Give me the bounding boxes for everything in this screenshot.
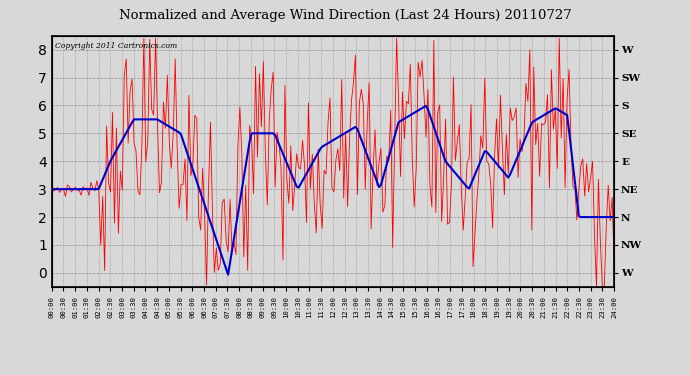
Text: Normalized and Average Wind Direction (Last 24 Hours) 20110727: Normalized and Average Wind Direction (L…: [119, 9, 571, 22]
Text: Copyright 2011 Cartronics.com: Copyright 2011 Cartronics.com: [55, 42, 177, 50]
